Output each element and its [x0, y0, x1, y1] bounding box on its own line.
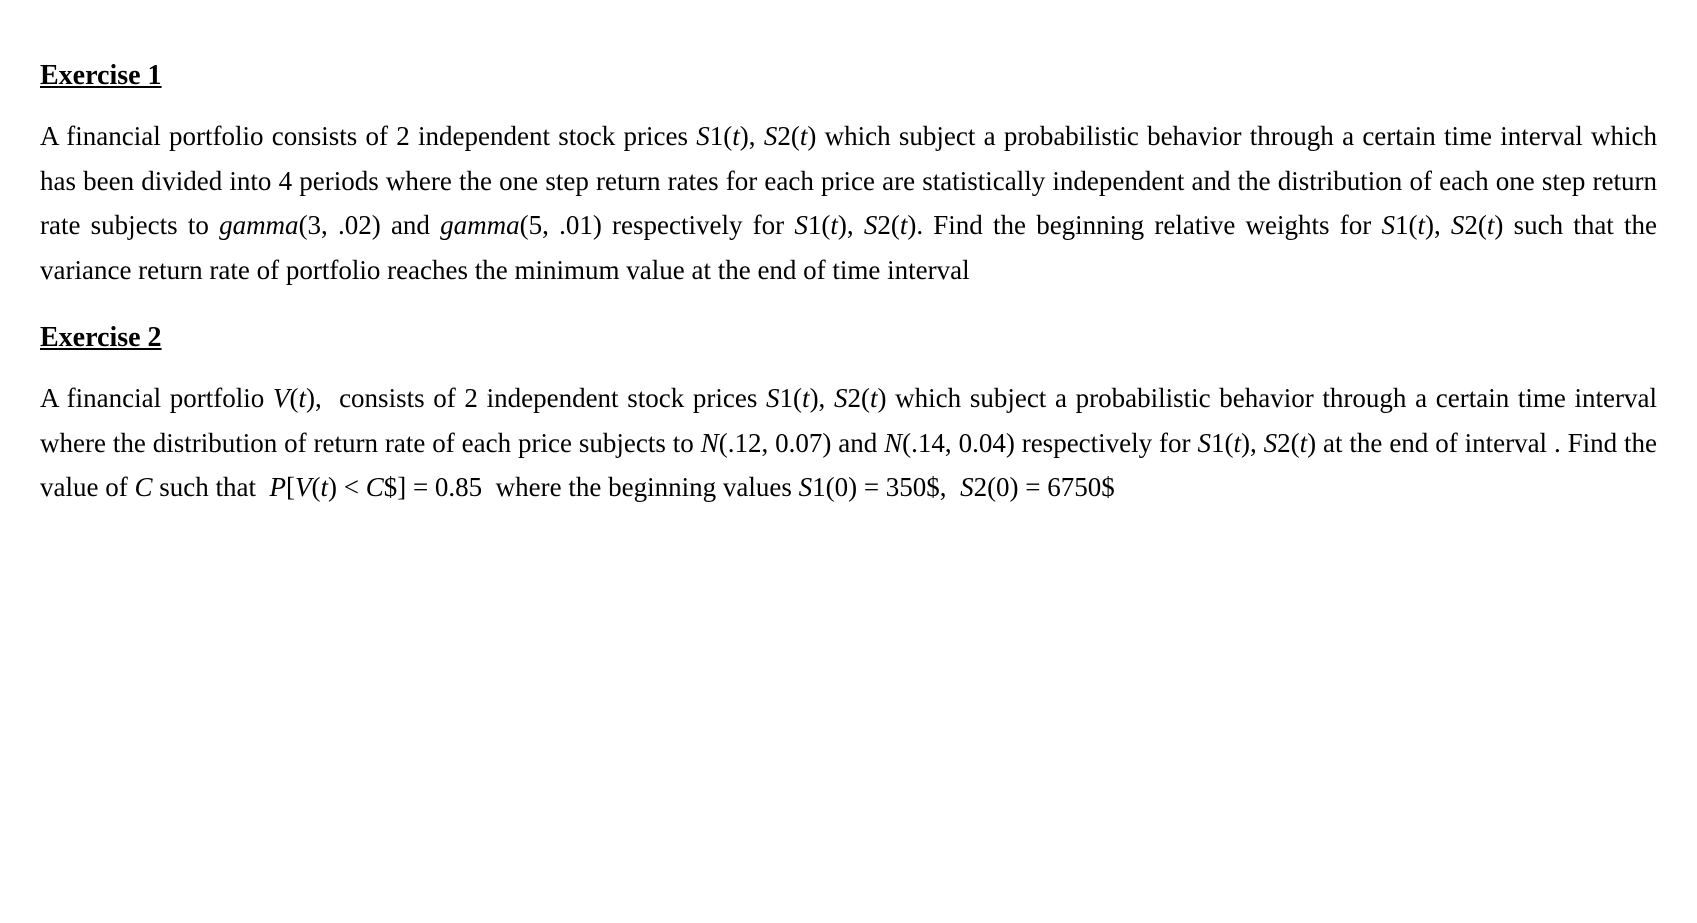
- exercise-2-body: A financial portfolio V(t), consists of …: [40, 376, 1657, 510]
- exercise-1-heading: Exercise 1: [40, 60, 1657, 92]
- exercise-2-heading: Exercise 2: [40, 322, 1657, 354]
- exercise-1-body: A financial portfolio consists of 2 inde…: [40, 114, 1657, 292]
